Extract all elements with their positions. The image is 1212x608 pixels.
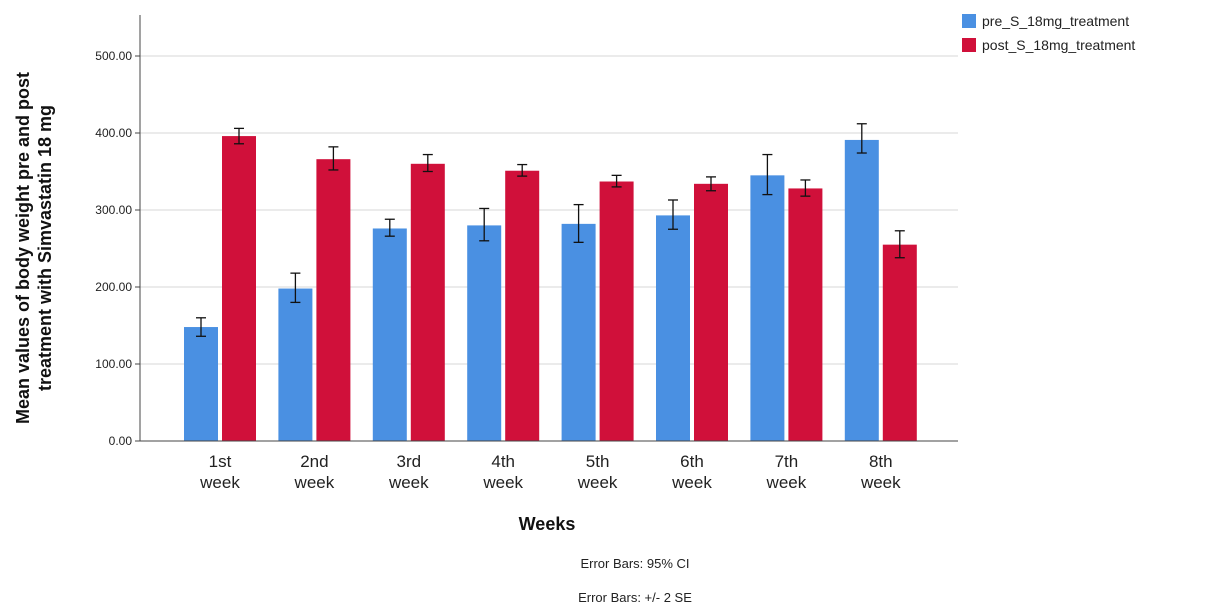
- error-bar-note-se: Error Bars: +/- 2 SE: [578, 590, 692, 605]
- bar-pre: [656, 215, 690, 441]
- bar-post: [316, 159, 351, 441]
- bar-post: [788, 188, 823, 441]
- bars: [184, 136, 917, 442]
- bar-pre: [750, 175, 785, 441]
- x-axis-categories: 1st week 2nd week 3rd week 4th week 5th week 6th we…: [199, 452, 901, 492]
- x-category-label: 7th: [775, 452, 799, 471]
- y-axis-title: Mean values of body weight pre and post …: [13, 72, 55, 424]
- x-category-label: 1st: [209, 452, 232, 471]
- bar-post: [222, 136, 256, 441]
- y-axis-title-line-1: Mean values of body weight pre and post: [13, 72, 33, 424]
- y-tick-label: 400.00: [95, 126, 132, 140]
- y-tick-label: 200.00: [95, 280, 132, 294]
- bar-pre: [278, 288, 313, 441]
- x-category-label: 4th: [491, 452, 515, 471]
- x-category-label-line2: week: [860, 473, 901, 492]
- x-category-label-line2: week: [388, 473, 429, 492]
- bar-post: [599, 181, 634, 441]
- bar-pre: [372, 228, 407, 441]
- bar-pre: [561, 223, 596, 441]
- x-category-label-line2: week: [294, 473, 335, 492]
- x-category-label-line2: week: [199, 473, 240, 492]
- y-tick-label: 100.00: [95, 357, 132, 371]
- error-bar-note-ci: Error Bars: 95% CI: [580, 556, 689, 571]
- y-axis-title-line-2: treatment with Simvastatin 18 mg: [35, 105, 55, 391]
- x-category-label: 3rd: [397, 452, 422, 471]
- legend-swatch-pre: [962, 14, 976, 28]
- bar-post: [694, 183, 728, 441]
- legend-swatch-post: [962, 38, 976, 52]
- y-axis-ticks: 0.00 100.00 200.00 300.00 400.00 500.00: [95, 49, 140, 448]
- gridlines: [140, 55, 958, 365]
- error-bars: [196, 123, 905, 337]
- y-tick-label: 300.00: [95, 203, 132, 217]
- legend-label-pre: pre_S_18mg_treatment: [982, 13, 1129, 29]
- x-category-label-line2: week: [766, 473, 807, 492]
- bar-post: [882, 244, 917, 441]
- bar-pre: [184, 327, 218, 441]
- legend-label-post: post_S_18mg_treatment: [982, 37, 1135, 53]
- bar-pre: [844, 139, 879, 441]
- bar-post: [505, 170, 540, 442]
- y-tick-label: 0.00: [109, 434, 133, 448]
- x-category-label: 2nd: [300, 452, 328, 471]
- y-tick-label: 500.00: [95, 49, 132, 63]
- x-category-label: 5th: [586, 452, 610, 471]
- x-category-label-line2: week: [671, 473, 712, 492]
- x-category-label: 6th: [680, 452, 704, 471]
- x-category-label-line2: week: [482, 473, 523, 492]
- x-category-label-line2: week: [577, 473, 618, 492]
- bar-pre: [467, 225, 502, 441]
- x-axis-title: Weeks: [519, 514, 576, 534]
- bar-post: [410, 163, 445, 442]
- x-category-label: 8th: [869, 452, 893, 471]
- legend: pre_S_18mg_treatment post_S_18mg_treatme…: [962, 13, 1135, 53]
